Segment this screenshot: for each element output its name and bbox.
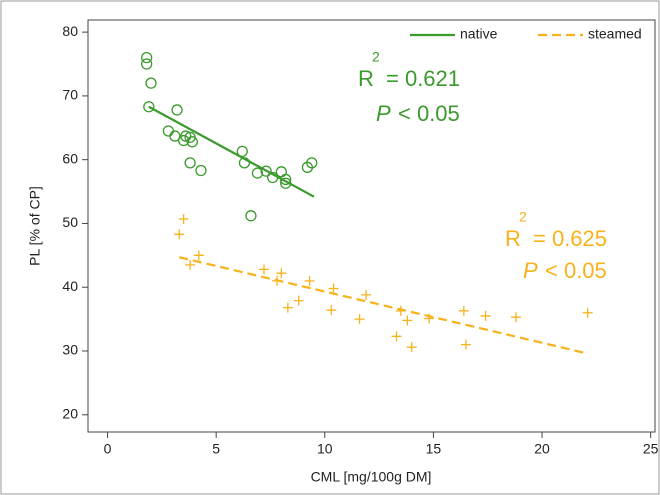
point: [276, 268, 287, 279]
point: [282, 302, 293, 313]
point: [402, 315, 413, 326]
annotation-eq: = 0.625: [533, 226, 607, 251]
point: [186, 136, 198, 148]
point: [141, 58, 153, 70]
point: [193, 250, 204, 261]
x-tick-label: 20: [534, 441, 550, 457]
annotation-p: P: [376, 101, 391, 126]
legend-label: steamed: [588, 26, 642, 42]
annotation-sup: 2: [372, 49, 380, 65]
annotation-eq: = 0.621: [386, 66, 460, 91]
y-tick-label: 20: [62, 405, 78, 421]
point: [582, 307, 593, 318]
point: [306, 157, 318, 169]
point: [178, 213, 189, 224]
point: [143, 101, 155, 113]
annotation: R2 = 0.621 P < 0.05: [358, 49, 460, 126]
legend-label: native: [460, 26, 498, 42]
y-tick-label: 30: [62, 342, 78, 358]
annotation-r: R: [505, 226, 521, 251]
point: [328, 283, 339, 294]
x-tick-label: 5: [212, 441, 220, 457]
point: [185, 259, 196, 270]
annotation-r: R: [358, 66, 374, 91]
point: [195, 164, 207, 177]
y-tick-label: 70: [62, 87, 78, 103]
x-tick-label: 0: [104, 441, 112, 457]
point: [480, 310, 491, 321]
point: [245, 210, 257, 222]
annotation: R2 = 0.625 P < 0.05: [505, 209, 607, 283]
fit-line: [148, 105, 315, 198]
point: [251, 167, 264, 179]
annotation-sup: 2: [519, 209, 527, 225]
y-tick-label: 40: [62, 278, 78, 294]
point: [184, 157, 196, 169]
x-tick-label: 15: [426, 441, 442, 457]
point: [510, 312, 521, 323]
point: [141, 51, 153, 64]
point: [180, 130, 192, 142]
point: [169, 130, 181, 142]
annotation-p-rel: < 0.05: [545, 258, 607, 283]
plot-frame: [87, 19, 656, 433]
point: [361, 289, 372, 300]
point: [406, 342, 417, 353]
x-axis-label: CML [mg/100g DM]: [311, 469, 432, 485]
annotation-p: P: [523, 258, 538, 283]
point: [354, 314, 365, 325]
x-tick-label: 10: [317, 441, 333, 457]
point: [391, 331, 402, 342]
y-axis-label: PL [% of CP]: [27, 186, 43, 266]
point: [326, 305, 337, 316]
point: [293, 295, 304, 306]
x-tick-label: 25: [643, 441, 659, 457]
point: [171, 104, 183, 116]
point: [258, 264, 269, 275]
y-tick-label: 60: [62, 150, 78, 166]
point: [174, 229, 185, 240]
point: [260, 165, 272, 177]
point: [458, 305, 469, 316]
point: [304, 275, 315, 286]
y-tick-label: 50: [62, 214, 78, 230]
point: [145, 77, 157, 89]
annotation-p-rel: < 0.05: [398, 101, 460, 126]
point: [461, 339, 471, 350]
y-tick-label: 80: [62, 23, 78, 39]
